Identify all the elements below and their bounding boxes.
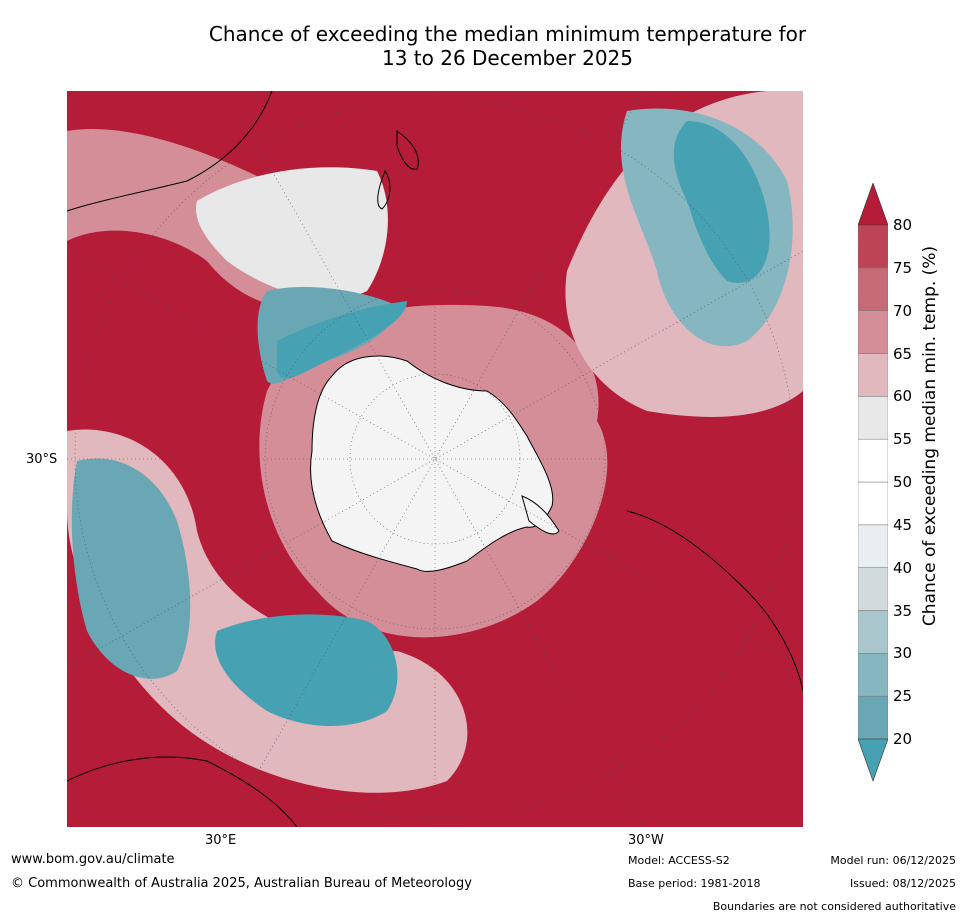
colorbar-band	[858, 653, 888, 697]
latitude-circle-60s	[264, 288, 606, 630]
colorbar-band	[858, 224, 888, 269]
colorbar-tick-label: 20	[893, 730, 913, 748]
tasman-pale-region	[196, 167, 388, 300]
colorbar-band	[858, 524, 888, 568]
colorbar-tick-label: 65	[893, 344, 913, 363]
meridian-line	[226, 91, 644, 827]
colorbar-band	[858, 396, 888, 440]
footer-model: Model: ACCESS-S2	[628, 854, 730, 867]
colorbar-tick-label: 80	[893, 216, 913, 234]
colorbar-band	[858, 353, 888, 397]
colorbar-tick-label: 70	[893, 301, 913, 320]
meridian-line	[67, 250, 803, 668]
colorbar-band	[858, 610, 888, 654]
longitude-label-30w: 30°W	[628, 833, 664, 848]
meridian-line	[67, 250, 803, 668]
colorbar-band	[858, 695, 888, 740]
colorbar-band	[858, 567, 888, 611]
colorbar-tick-label: 75	[893, 258, 913, 277]
polar-map	[67, 91, 803, 827]
indian-teal-region	[71, 458, 191, 679]
graticule	[67, 91, 803, 827]
footer-base-period: Base period: 1981-2018	[628, 877, 761, 890]
southern-ocean-teal	[277, 301, 407, 379]
new-zealand-north	[396, 130, 419, 170]
colorbar-tick-label: 35	[893, 601, 913, 620]
colorbar-tick-label: 45	[893, 515, 913, 534]
colorbar-band	[858, 267, 888, 311]
colorbar-title-text: Chance of exceeding median min. temp. (%…	[920, 245, 940, 627]
new-zealand-south	[377, 169, 391, 210]
longitude-label-30e: 30°E	[205, 833, 237, 848]
colorbar-band	[858, 481, 888, 526]
colorbar	[858, 183, 888, 782]
colorbar-tick-label: 30	[893, 644, 913, 663]
landmasses	[67, 91, 803, 827]
antarctic-peninsula	[521, 495, 560, 535]
africa-coast	[67, 756, 298, 827]
colorbar-tick-label: 55	[893, 430, 913, 449]
teal-regions	[71, 108, 793, 726]
colorbar-tick-label: 25	[893, 687, 913, 706]
footer-website: www.bom.gov.au/climate	[11, 852, 175, 867]
colorbar-band	[858, 310, 888, 354]
title-line-2: 13 to 26 December 2025	[381, 46, 633, 70]
colorbar-tick-label: 60	[893, 387, 913, 406]
latitude-label-30s: 30°S	[26, 452, 58, 467]
colorbar-extend-high	[858, 183, 888, 226]
australia-coast	[67, 91, 273, 212]
footer-model-run: Model run: 06/12/2025	[830, 854, 956, 867]
antarctica	[310, 355, 554, 572]
footer-disclaimer: Boundaries are not considered authoritat…	[712, 900, 956, 913]
pacific-core-teal	[673, 121, 770, 283]
colorbar-extend-low	[858, 738, 888, 782]
south-america-coast	[626, 510, 803, 692]
footer-copyright: © Commonwealth of Australia 2025, Austra…	[11, 876, 472, 891]
colorbar-tick-label: 40	[893, 558, 913, 577]
colorbar-band	[858, 438, 888, 483]
chart-title: Chance of exceeding the median minimum t…	[150, 22, 865, 70]
colorbar-tick-label: 50	[893, 473, 913, 491]
title-line-1: Chance of exceeding the median minimum t…	[208, 22, 807, 46]
meridian-line	[226, 91, 644, 827]
southern-indian-teal	[215, 614, 398, 726]
footer-issued: Issued: 08/12/2025	[849, 877, 956, 890]
